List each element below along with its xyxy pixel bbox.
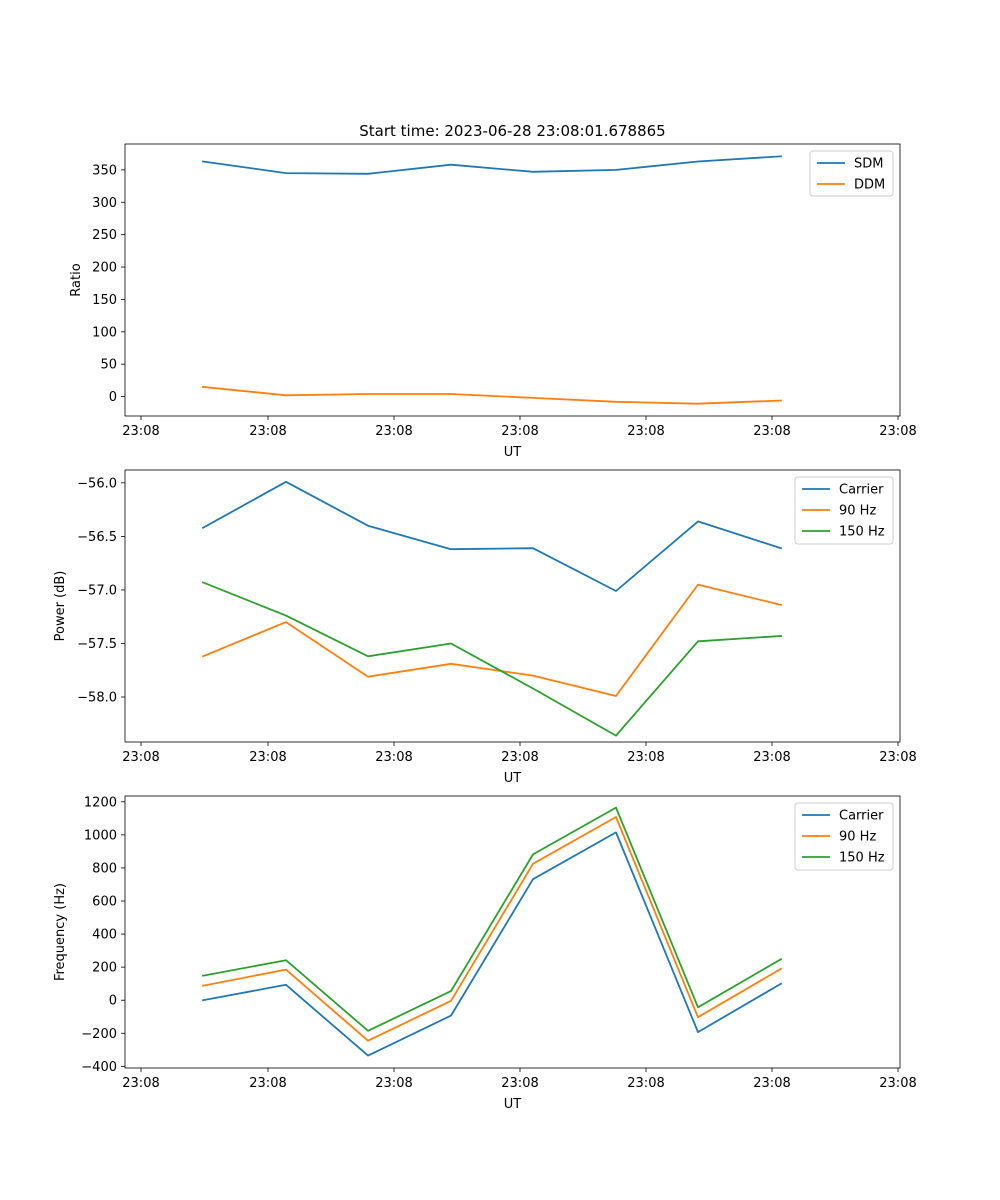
y-tick-label: 200 <box>92 961 117 976</box>
y-tick-label: 150 <box>92 293 117 308</box>
y-tick-label: 50 <box>100 358 117 373</box>
x-tick-label: 23:08 <box>879 424 916 439</box>
legend-box <box>794 476 894 545</box>
legend-label: 90 Hz <box>839 504 876 519</box>
x-tick-label: 23:08 <box>375 1076 412 1091</box>
series-line-150-hz <box>201 581 782 737</box>
plot-frame <box>124 795 901 1069</box>
chart-panel-3: 23:08 23:08 23:08 23:08 23:08 23:08 23:08 UT −40… <box>53 795 917 1112</box>
x-tick-label: 23:08 <box>879 750 916 765</box>
series-line-carrier <box>201 480 783 592</box>
legend: Carrier 90 Hz 150 Hz <box>794 476 894 545</box>
x-tick-label: 23:08 <box>879 1076 916 1091</box>
x-tick-label: 23:08 <box>501 1076 538 1091</box>
series-line-carrier <box>201 831 783 1057</box>
y-tick-label: 0 <box>109 994 117 1009</box>
series-line-90-hz <box>201 583 783 697</box>
x-tick-label: 23:08 <box>249 424 286 439</box>
legend-label: 150 Hz <box>839 525 885 540</box>
chart-title: Start time: 2023-06-28 23:08:01.678865 <box>359 122 665 140</box>
x-axis-label: UT <box>504 771 522 786</box>
y-tick-label: 100 <box>92 325 117 340</box>
y-tick-label: 200 <box>92 261 117 276</box>
x-axis-label: UT <box>504 1097 522 1112</box>
x-axis-label: UT <box>504 445 522 460</box>
legend-label: Carrier <box>839 809 884 824</box>
legend: Carrier 90 Hz 150 Hz <box>794 802 894 871</box>
legend-label: DDM <box>854 178 885 193</box>
y-tick-label: 600 <box>92 894 117 909</box>
x-tick-label: 23:08 <box>375 750 412 765</box>
y-tick-label: −57.0 <box>77 583 117 598</box>
series-line-ddm <box>202 385 782 405</box>
x-tick-label: 23:08 <box>753 1076 790 1091</box>
legend-label: 90 Hz <box>839 830 876 845</box>
legend-box <box>794 802 894 871</box>
x-tick-label: 23:08 <box>627 1076 664 1091</box>
y-tick-label: 350 <box>92 163 117 178</box>
plot-frame <box>124 469 901 743</box>
x-tick-label: 23:08 <box>249 1076 286 1091</box>
x-tick-label: 23:08 <box>627 424 664 439</box>
y-tick-label: −57.5 <box>77 637 117 652</box>
y-tick-label: −58.0 <box>77 691 117 706</box>
series-line-90-hz <box>201 816 783 1042</box>
x-tick-label: 23:08 <box>753 750 790 765</box>
y-tick-label: 300 <box>92 196 117 211</box>
series-line-sdm <box>201 155 782 175</box>
legend-label: SDM <box>854 157 883 172</box>
y-tick-label: 800 <box>92 861 117 876</box>
y-axis-label: Power (dB) <box>53 571 68 642</box>
x-tick-label: 23:08 <box>753 424 790 439</box>
series-line-150-hz <box>201 806 783 1032</box>
chart-panel-2: 23:08 23:08 23:08 23:08 23:08 23:08 23:08 UT −58… <box>53 469 917 786</box>
x-tick-label: 23:08 <box>627 750 664 765</box>
y-axis-label: Frequency (Hz) <box>53 883 68 981</box>
x-tick-label: 23:08 <box>501 750 538 765</box>
x-tick-label: 23:08 <box>501 424 538 439</box>
legend-label: 150 Hz <box>839 851 885 866</box>
x-tick-label: 23:08 <box>122 1076 159 1091</box>
y-axis-label: Ratio <box>69 263 84 296</box>
y-tick-label: 400 <box>92 928 117 943</box>
y-tick-label: 1000 <box>84 828 117 843</box>
y-tick-label: −200 <box>81 1027 117 1042</box>
y-tick-label: 250 <box>92 228 117 243</box>
y-tick-label: 1200 <box>84 795 117 810</box>
plot-frame <box>124 143 901 417</box>
y-tick-label: 0 <box>109 390 117 405</box>
y-tick-label: −56.0 <box>77 476 117 491</box>
legend-label: Carrier <box>839 483 884 498</box>
y-tick-label: −400 <box>81 1060 117 1075</box>
y-tick-label: −56.5 <box>77 530 117 545</box>
x-tick-label: 23:08 <box>122 424 159 439</box>
x-tick-label: 23:08 <box>375 424 412 439</box>
chart-panel-1: Start time: 2023-06-28 23:08:01.678865 23… <box>69 122 917 460</box>
legend: SDM DDM <box>809 150 894 197</box>
x-tick-label: 23:08 <box>249 750 286 765</box>
x-tick-label: 23:08 <box>122 750 159 765</box>
